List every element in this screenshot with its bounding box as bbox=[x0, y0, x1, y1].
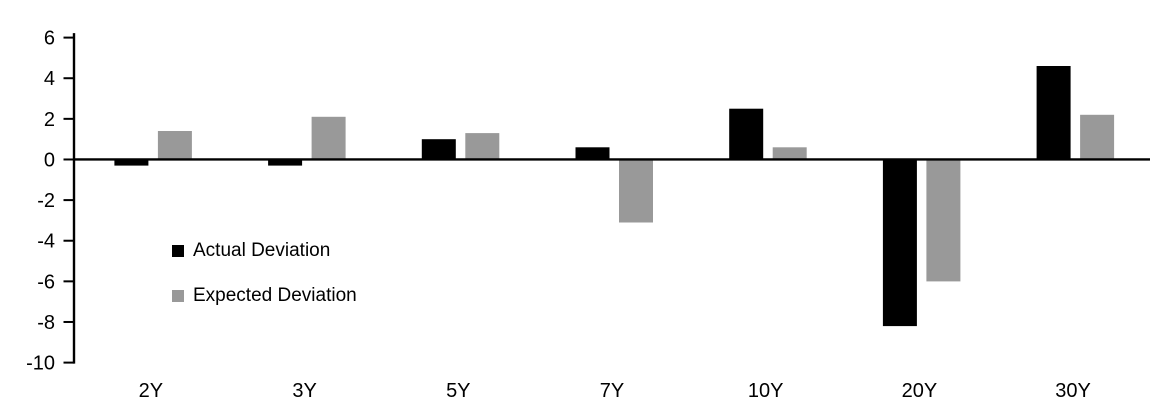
legend-label-actual-deviation: Actual Deviation bbox=[193, 240, 331, 261]
y-axis-tick-label: 0 bbox=[44, 149, 55, 171]
y-axis-tick-label: 6 bbox=[44, 28, 55, 50]
x-axis-category-label: 3Y bbox=[292, 380, 316, 402]
bar-expected-3Y bbox=[311, 116, 346, 160]
legend-swatch-expected-icon bbox=[172, 289, 184, 302]
bar-expected-5Y bbox=[465, 133, 500, 160]
y-axis-tick-label: 2 bbox=[44, 109, 55, 131]
y-axis-tick-label: 4 bbox=[44, 68, 55, 90]
x-axis-category-label: 2Y bbox=[139, 380, 163, 402]
x-axis-category-label: 7Y bbox=[600, 380, 624, 402]
bar-actual-30Y bbox=[1036, 66, 1071, 160]
bar-expected-10Y bbox=[772, 147, 807, 160]
y-axis-tick-label: -4 bbox=[37, 231, 55, 253]
y-axis-tick-label: -2 bbox=[37, 190, 55, 212]
bar-actual-5Y bbox=[421, 139, 456, 160]
bar-expected-2Y bbox=[157, 131, 192, 160]
chart-legend: Actual Deviation Expected Deviation bbox=[172, 241, 357, 305]
legend-label-expected-deviation: Expected Deviation bbox=[193, 285, 357, 306]
bar-actual-3Y bbox=[268, 159, 303, 166]
legend-item-actual-deviation: Actual Deviation bbox=[172, 241, 357, 260]
x-axis-category-label: 10Y bbox=[748, 380, 784, 402]
y-axis-tick-label: -8 bbox=[37, 312, 55, 334]
x-axis-category-label: 20Y bbox=[902, 380, 938, 402]
bar-expected-30Y bbox=[1080, 114, 1115, 160]
bar-actual-2Y bbox=[114, 159, 149, 166]
bar-expected-7Y bbox=[619, 159, 653, 223]
bar-actual-7Y bbox=[575, 147, 610, 160]
x-axis-category-label: 30Y bbox=[1055, 380, 1091, 402]
legend-swatch-actual-icon bbox=[172, 244, 184, 257]
bar-expected-20Y bbox=[926, 159, 961, 282]
bar-actual-20Y bbox=[882, 159, 917, 327]
y-axis-tick-label: -10 bbox=[26, 353, 55, 375]
y-axis-tick-label: -6 bbox=[37, 271, 55, 293]
bar-actual-10Y bbox=[729, 108, 764, 160]
legend-item-expected-deviation: Expected Deviation bbox=[172, 286, 357, 305]
x-axis-category-label: 5Y bbox=[446, 380, 470, 402]
